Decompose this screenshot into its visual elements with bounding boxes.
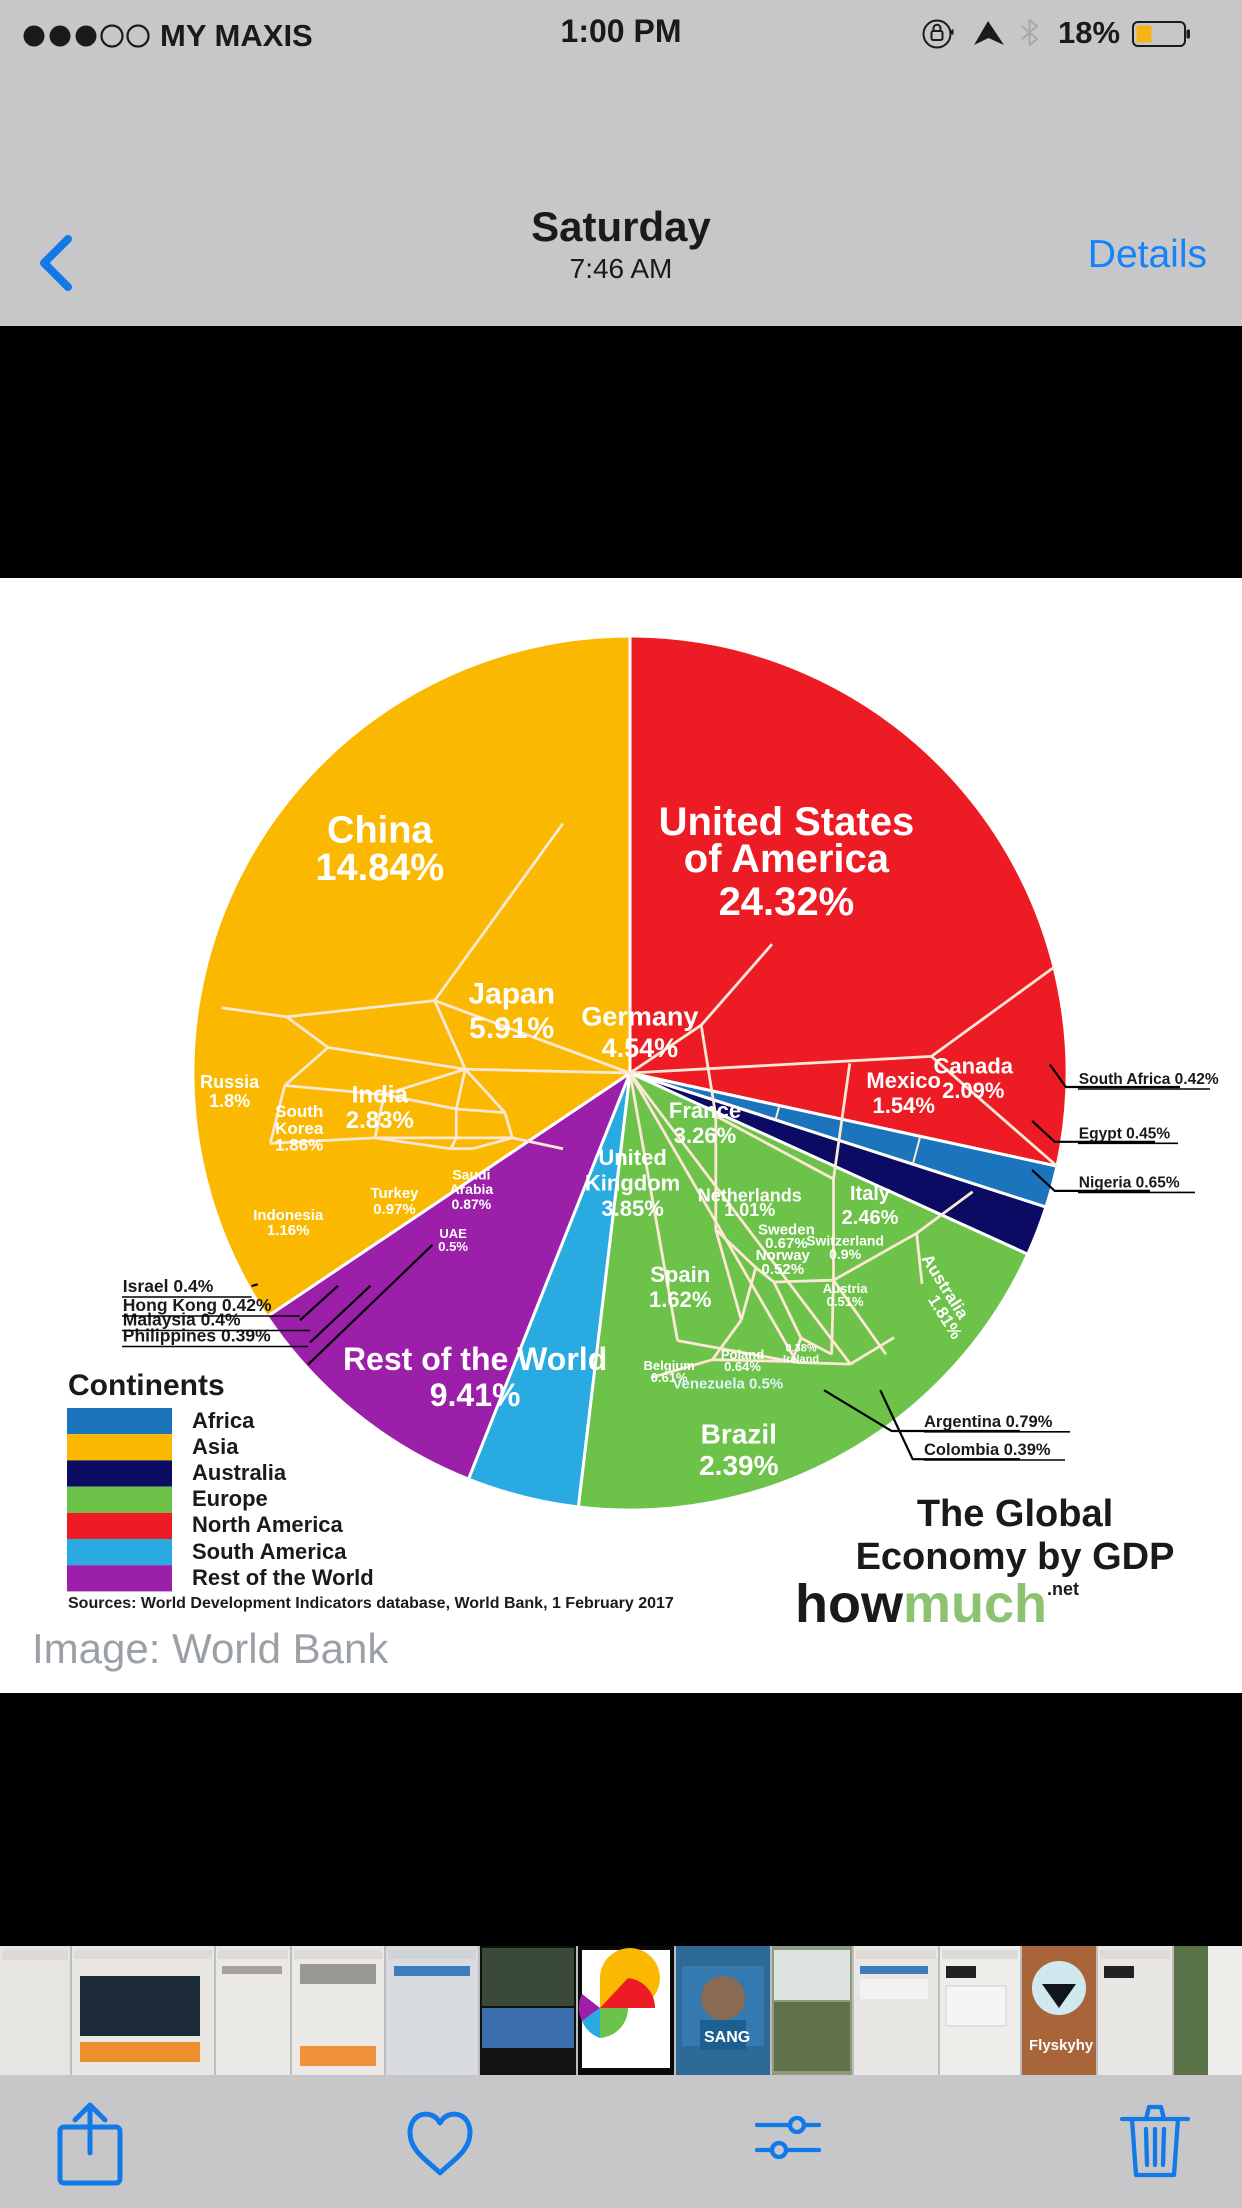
svg-text:Spain: Spain [650,1262,710,1287]
svg-text:0.52%: 0.52% [762,1261,805,1278]
svg-text:Israel 0.4%: Israel 0.4% [123,1276,214,1296]
svg-text:Saudi: Saudi [452,1167,490,1183]
svg-text:Egypt 0.45%: Egypt 0.45% [1079,1125,1171,1142]
svg-text:Russia: Russia [200,1072,260,1092]
svg-text:Rest of the World: Rest of the World [343,1341,607,1377]
svg-text:Europe: Europe [192,1486,268,1511]
svg-text:2.83%: 2.83% [346,1107,414,1134]
svg-text:1.01%: 1.01% [724,1200,775,1220]
svg-text:1.16%: 1.16% [267,1222,310,1239]
svg-text:1.62%: 1.62% [649,1287,711,1312]
svg-text:United: United [598,1145,666,1170]
svg-text:of America: of America [684,837,890,881]
svg-text:1.8%: 1.8% [209,1091,250,1111]
svg-text:0.87%: 0.87% [452,1196,492,1212]
svg-text:Venezuela 0.5%: Venezuela 0.5% [672,1375,783,1392]
svg-text:North America: North America [192,1512,344,1537]
svg-text:China: China [327,810,433,852]
svg-text:Turkey: Turkey [370,1185,419,1202]
svg-text:1.54%: 1.54% [873,1093,935,1118]
svg-text:24.32%: 24.32% [719,880,855,924]
svg-text:2.46%: 2.46% [842,1207,899,1229]
svg-text:9.41%: 9.41% [430,1377,521,1413]
svg-text:4.54%: 4.54% [602,1033,679,1063]
svg-text:Philippines 0.39%: Philippines 0.39% [123,1325,271,1345]
svg-text:Flyskyhy: Flyskyhy [1029,2037,1094,2054]
svg-text:Brazil: Brazil [701,1418,777,1449]
svg-text:3.26%: 3.26% [674,1123,736,1148]
svg-text:Continents: Continents [68,1369,225,1402]
svg-text:Kingdom: Kingdom [585,1171,680,1196]
svg-text:India: India [352,1082,409,1109]
svg-text:0.5%: 0.5% [438,1239,468,1254]
svg-text:Australia: Australia [192,1460,287,1485]
svg-text:0.64%: 0.64% [724,1359,761,1374]
svg-text:Ireland: Ireland [783,1354,819,1366]
svg-text:Colombia 0.39%: Colombia 0.39% [924,1441,1051,1459]
svg-text:0.9%: 0.9% [829,1246,861,1262]
svg-text:0.97%: 0.97% [373,1201,416,1218]
svg-text:Rest of the World: Rest of the World [192,1565,374,1590]
svg-text:Germany: Germany [581,1002,698,1032]
svg-text:Japan: Japan [468,978,555,1011]
svg-text:14.84%: 14.84% [315,847,444,889]
svg-text:18%: 18% [1058,16,1120,50]
svg-text:SANG: SANG [704,2029,750,2046]
svg-text:1.86%: 1.86% [275,1136,323,1155]
svg-text:2.09%: 2.09% [942,1078,1004,1103]
svg-text:Africa: Africa [192,1408,255,1433]
svg-text:Arabia: Arabia [450,1181,494,1197]
svg-text:Nigeria 0.65%: Nigeria 0.65% [1079,1174,1180,1191]
svg-text:3.85%: 3.85% [601,1196,663,1221]
svg-text:Argentina 0.79%: Argentina 0.79% [924,1413,1053,1431]
svg-text:Canada: Canada [934,1053,1014,1078]
svg-text:France: France [669,1098,741,1123]
svg-text:Mexico: Mexico [866,1068,941,1093]
svg-text:Italy: Italy [850,1183,891,1205]
svg-text:Asia: Asia [192,1434,239,1459]
svg-text:2.39%: 2.39% [699,1450,778,1481]
svg-text:0.51%: 0.51% [827,1294,864,1309]
svg-text:South America: South America [192,1539,347,1564]
svg-text:South Africa 0.42%: South Africa 0.42% [1079,1071,1219,1088]
svg-text:5.91%: 5.91% [469,1012,554,1045]
svg-text:Sources: World Development Ind: Sources: World Development Indicators da… [68,1595,674,1612]
